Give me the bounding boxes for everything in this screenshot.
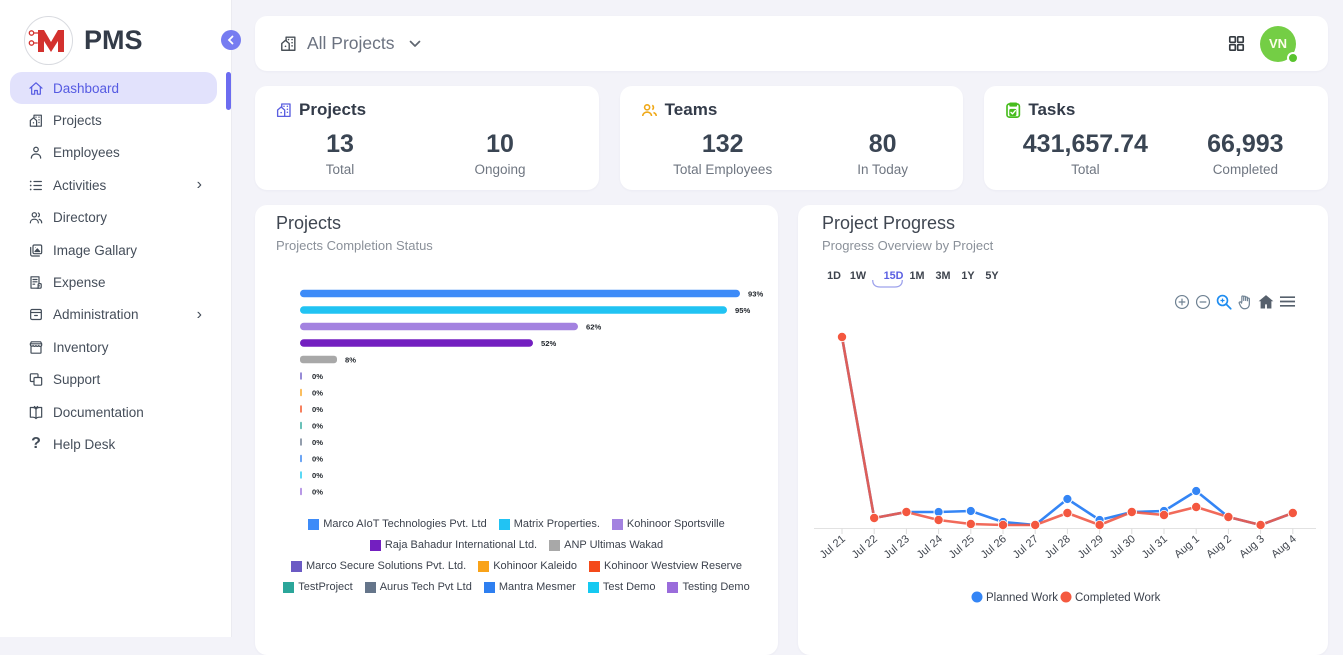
- svg-text:Jul 28: Jul 28: [1043, 533, 1073, 561]
- svg-text:95%: 95%: [735, 306, 750, 315]
- svg-text:0%: 0%: [312, 422, 323, 431]
- svg-text:93%: 93%: [748, 290, 763, 299]
- svg-text:0%: 0%: [312, 471, 323, 480]
- svg-text:Jul 25: Jul 25: [947, 533, 977, 561]
- svg-text:Jul 22: Jul 22: [850, 533, 880, 561]
- svg-text:Aug 1: Aug 1: [1172, 533, 1202, 561]
- svg-text:Jul 27: Jul 27: [1011, 533, 1041, 561]
- svg-text:Jul 26: Jul 26: [979, 533, 1009, 561]
- svg-text:0%: 0%: [312, 389, 323, 398]
- svg-text:52%: 52%: [541, 339, 556, 348]
- svg-text:Completed Work: Completed Work: [1075, 592, 1161, 604]
- svg-text:Jul 23: Jul 23: [882, 533, 912, 561]
- svg-text:Jul 30: Jul 30: [1108, 533, 1138, 561]
- svg-text:Planned Work: Planned Work: [986, 592, 1058, 604]
- svg-text:0%: 0%: [312, 455, 323, 464]
- svg-text:Jul 24: Jul 24: [915, 533, 945, 561]
- svg-text:8%: 8%: [345, 356, 356, 365]
- svg-text:Aug 2: Aug 2: [1204, 533, 1234, 561]
- svg-text:Aug 4: Aug 4: [1269, 533, 1299, 561]
- svg-text:62%: 62%: [586, 323, 601, 332]
- svg-text:0%: 0%: [312, 405, 323, 414]
- svg-text:Jul 21: Jul 21: [818, 533, 848, 561]
- svg-text:Jul 29: Jul 29: [1076, 533, 1106, 561]
- svg-text:Jul 31: Jul 31: [1140, 533, 1170, 561]
- svg-text:0%: 0%: [312, 488, 323, 497]
- svg-text:0%: 0%: [312, 372, 323, 381]
- svg-text:Aug 3: Aug 3: [1237, 533, 1267, 561]
- svg-text:0%: 0%: [312, 438, 323, 447]
